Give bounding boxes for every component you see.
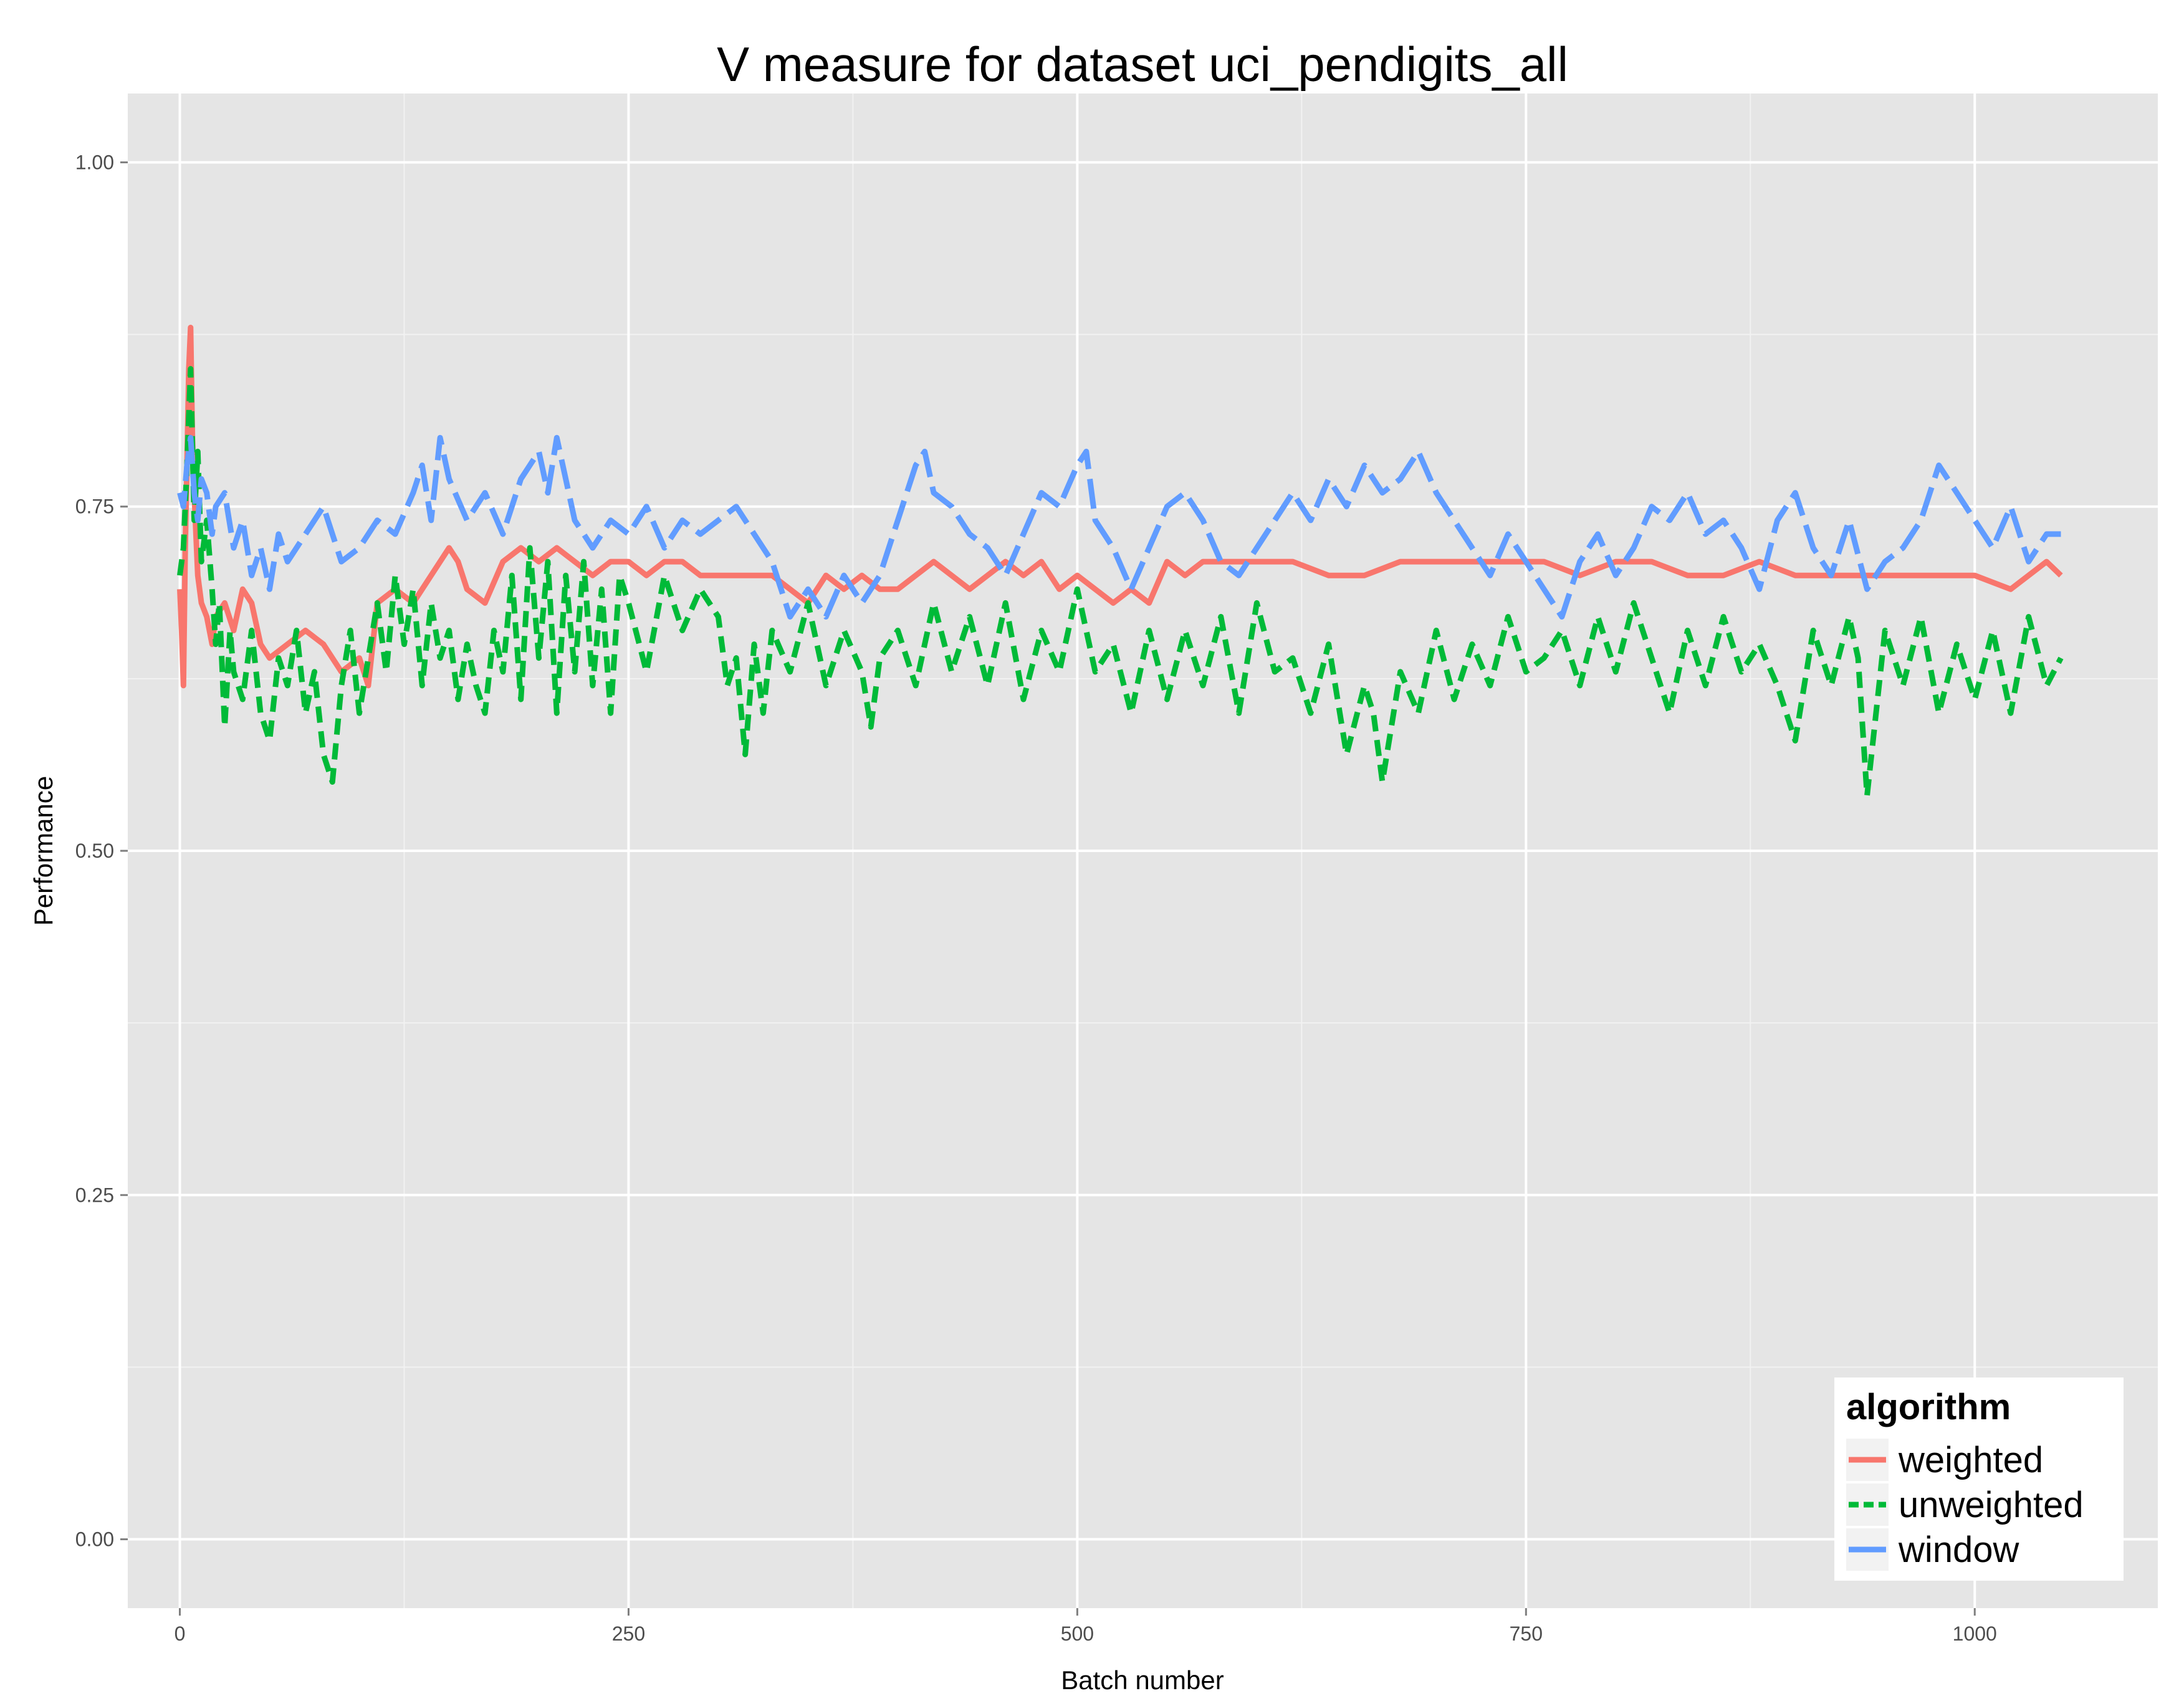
legend-label-window: window [1898, 1530, 2020, 1570]
x-tick-label: 250 [612, 1622, 645, 1645]
x-axis-title: Batch number [1061, 1665, 1224, 1695]
y-tick-label: 1.00 [75, 151, 114, 173]
series-group [177, 325, 2064, 799]
major-gridlines [128, 93, 2158, 1608]
legend-label-unweighted: unweighted [1899, 1485, 2084, 1525]
x-tick-label: 750 [1510, 1622, 1543, 1645]
legend: algorithm weighted unweighted window [1834, 1378, 2124, 1581]
legend-title: algorithm [1846, 1387, 2011, 1427]
legend-label-weighted: weighted [1898, 1440, 2043, 1480]
y-axis-title: Performance [29, 776, 58, 926]
x-tick-label: 1000 [1953, 1622, 1997, 1645]
x-axis: 0 250 500 750 1000 [175, 1608, 1997, 1645]
y-tick-label: 0.25 [75, 1184, 114, 1206]
y-tick-label: 0.00 [75, 1528, 114, 1551]
chart-title: V measure for dataset uci_pendigits_all [717, 37, 1568, 92]
series-line-unweighted [177, 366, 2064, 799]
y-tick-label: 0.50 [75, 840, 114, 862]
y-axis: 0.00 0.25 0.50 0.75 1.00 [75, 151, 128, 1551]
series-line-window [177, 434, 2061, 620]
x-tick-label: 500 [1061, 1622, 1094, 1645]
legend-items: weighted unweighted window [1846, 1439, 2084, 1571]
x-tick-label: 0 [175, 1622, 186, 1645]
y-tick-label: 0.75 [75, 496, 114, 518]
